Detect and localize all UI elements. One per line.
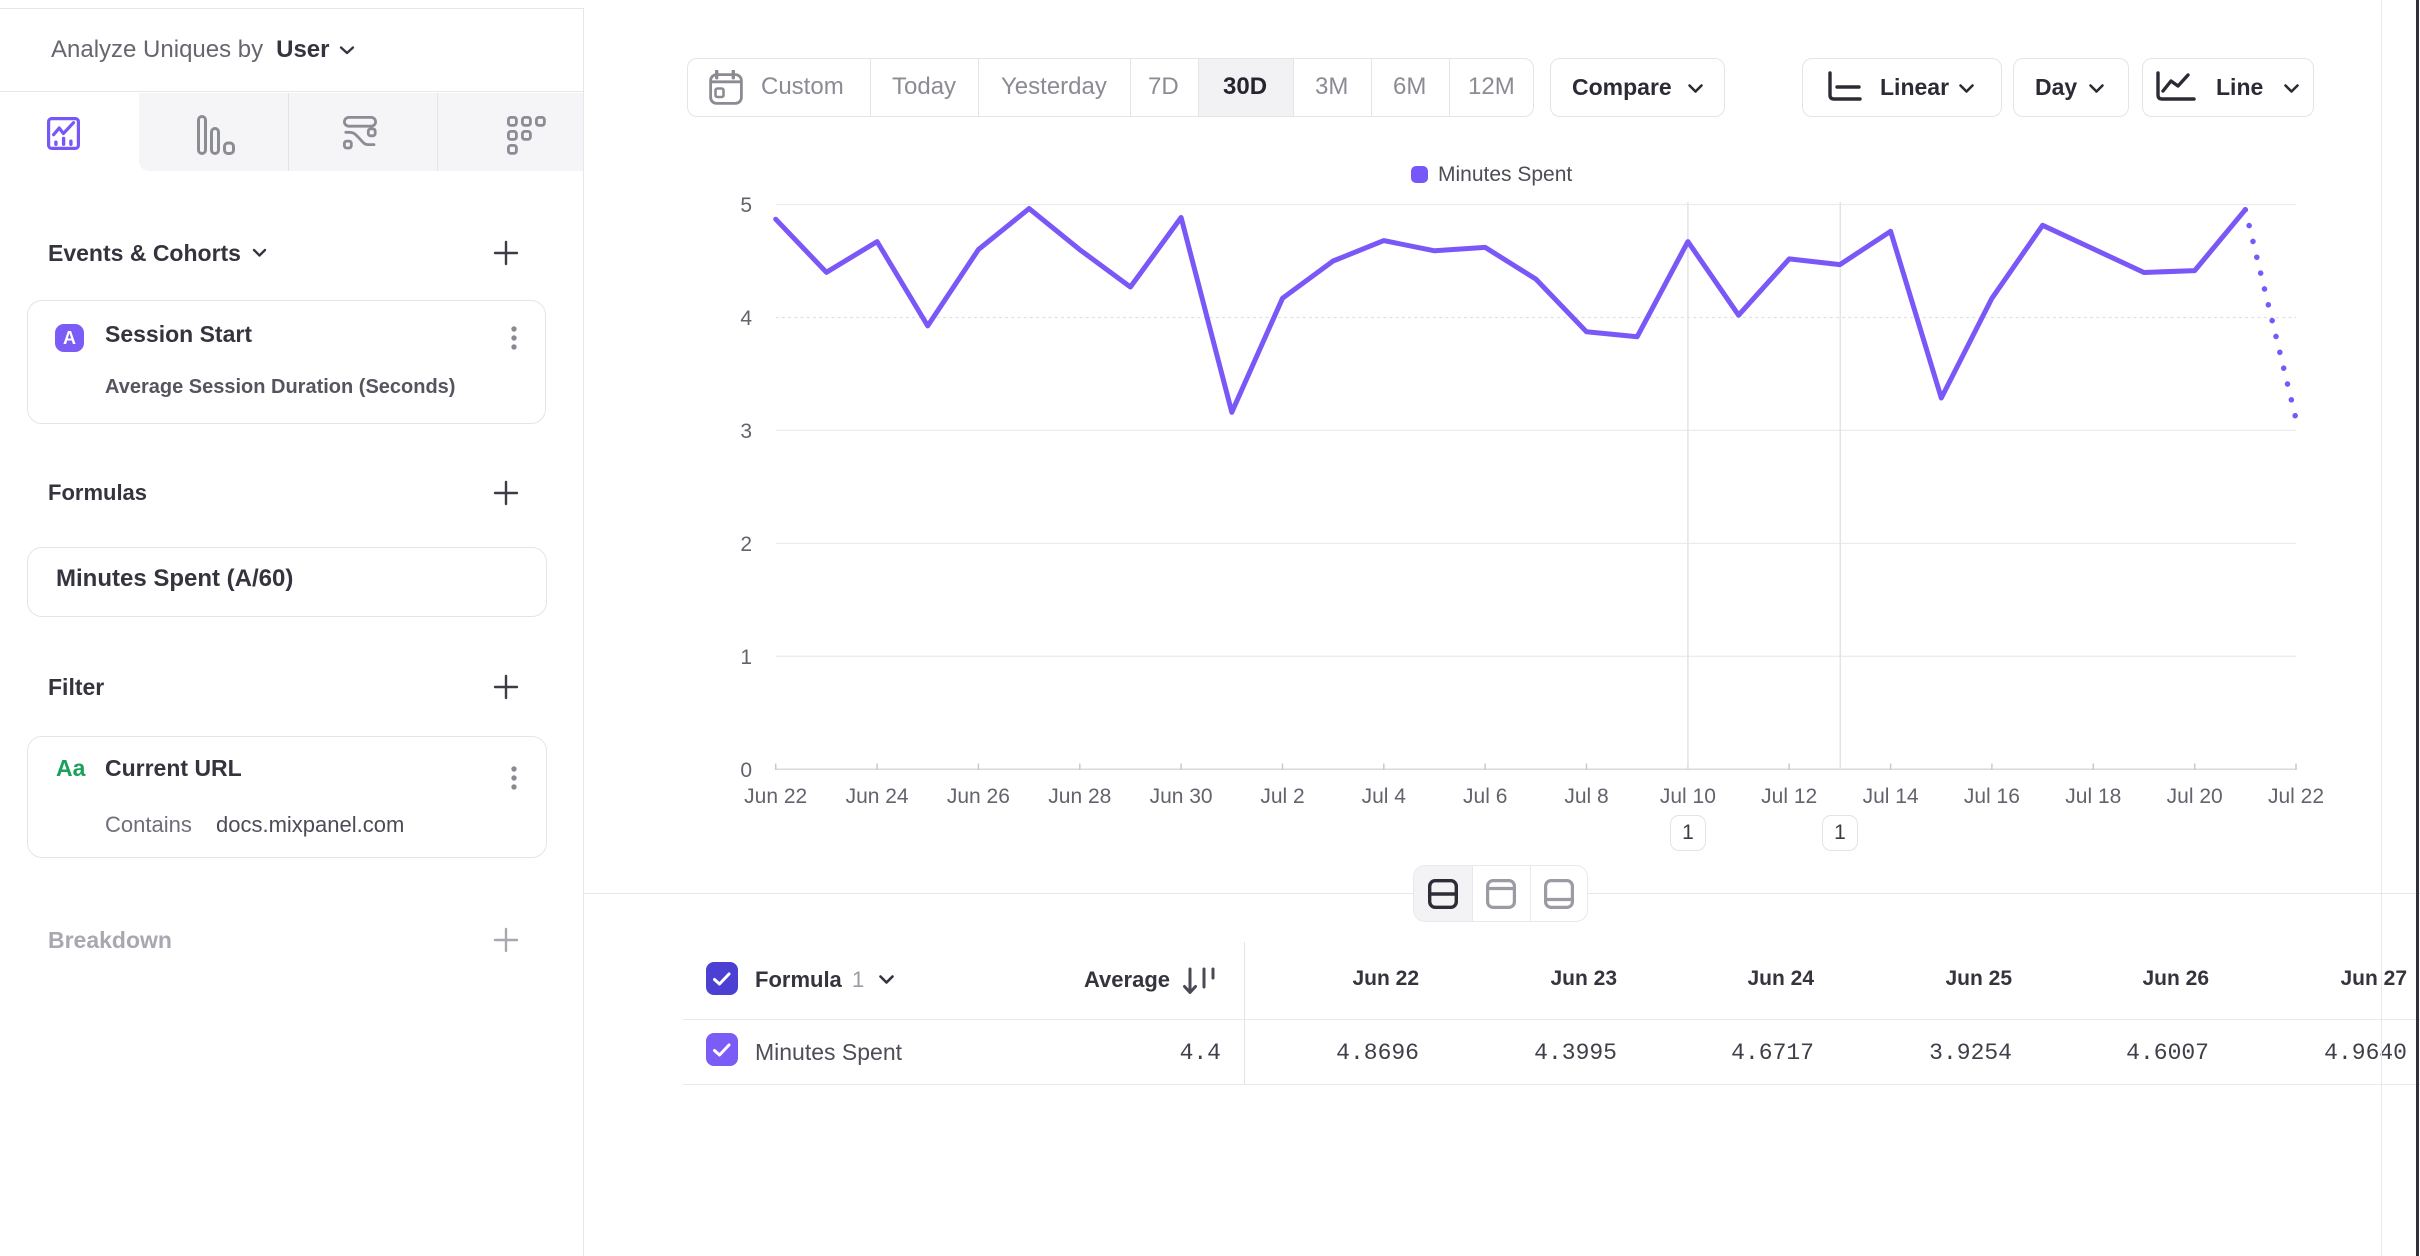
svg-text:4: 4 <box>740 307 752 330</box>
svg-text:Jun 28: Jun 28 <box>1048 785 1111 808</box>
svg-text:1: 1 <box>740 646 752 669</box>
svg-text:Jul 20: Jul 20 <box>2167 785 2223 808</box>
svg-text:2: 2 <box>740 533 752 556</box>
svg-text:Jul 8: Jul 8 <box>1564 785 1608 808</box>
svg-text:3: 3 <box>740 420 752 443</box>
svg-text:0: 0 <box>740 759 752 782</box>
svg-text:Jul 14: Jul 14 <box>1863 785 1919 808</box>
svg-text:5: 5 <box>740 194 752 217</box>
svg-text:Jul 6: Jul 6 <box>1463 785 1507 808</box>
svg-text:Jul 22: Jul 22 <box>2268 785 2324 808</box>
svg-text:Jul 12: Jul 12 <box>1761 785 1817 808</box>
svg-text:Jun 24: Jun 24 <box>846 785 909 808</box>
svg-text:Jul 10: Jul 10 <box>1660 785 1716 808</box>
svg-text:Jul 18: Jul 18 <box>2065 785 2121 808</box>
svg-text:Jun 30: Jun 30 <box>1150 785 1213 808</box>
svg-text:Jul 4: Jul 4 <box>1362 785 1407 808</box>
svg-text:Jun 22: Jun 22 <box>744 785 807 808</box>
svg-text:Jul 2: Jul 2 <box>1260 785 1304 808</box>
svg-text:Jul 16: Jul 16 <box>1964 785 2020 808</box>
svg-text:Jun 26: Jun 26 <box>947 785 1010 808</box>
